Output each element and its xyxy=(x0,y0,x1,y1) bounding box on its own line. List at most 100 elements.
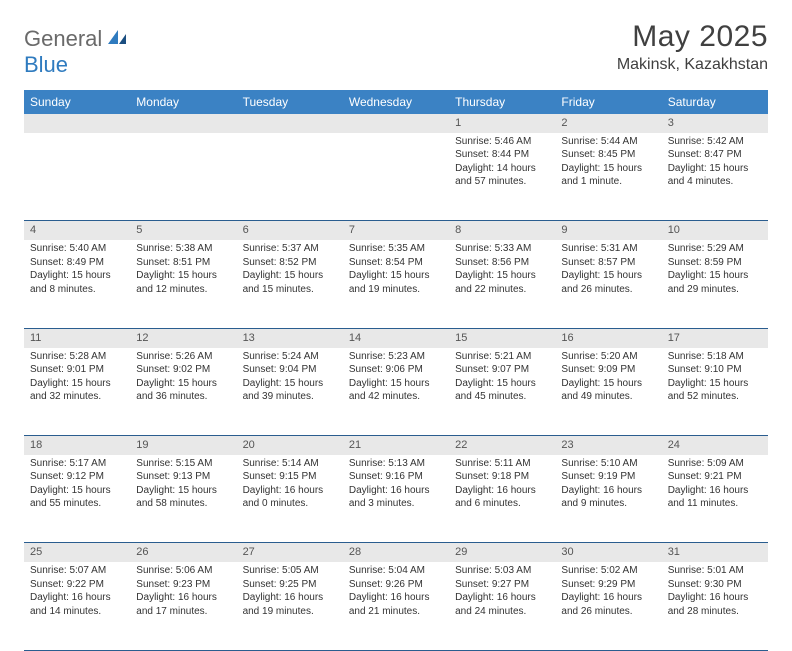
sunrise-text: Sunrise: 5:01 AM xyxy=(668,564,762,578)
day-number xyxy=(130,114,236,133)
day-number-row: 123 xyxy=(24,114,768,133)
day-number: 25 xyxy=(24,543,130,562)
weekday-header: Wednesday xyxy=(343,90,449,114)
day-number: 8 xyxy=(449,221,555,240)
sunrise-text: Sunrise: 5:28 AM xyxy=(30,350,124,364)
daylight-text: Daylight: 16 hours and 17 minutes. xyxy=(136,591,230,618)
day-cell: Sunrise: 5:40 AMSunset: 8:49 PMDaylight:… xyxy=(24,240,130,328)
day-cell: Sunrise: 5:18 AMSunset: 9:10 PMDaylight:… xyxy=(662,348,768,436)
daylight-text: Daylight: 15 hours and 58 minutes. xyxy=(136,484,230,511)
sunset-text: Sunset: 9:27 PM xyxy=(455,578,549,592)
day-cell: Sunrise: 5:42 AMSunset: 8:47 PMDaylight:… xyxy=(662,133,768,221)
daylight-text: Daylight: 15 hours and 29 minutes. xyxy=(668,269,762,296)
day-cell: Sunrise: 5:44 AMSunset: 8:45 PMDaylight:… xyxy=(555,133,661,221)
sunset-text: Sunset: 8:47 PM xyxy=(668,148,762,162)
day-cell: Sunrise: 5:33 AMSunset: 8:56 PMDaylight:… xyxy=(449,240,555,328)
month-title: May 2025 xyxy=(617,20,768,54)
sunrise-text: Sunrise: 5:13 AM xyxy=(349,457,443,471)
sunrise-text: Sunrise: 5:05 AM xyxy=(243,564,337,578)
day-cell: Sunrise: 5:21 AMSunset: 9:07 PMDaylight:… xyxy=(449,348,555,436)
day-content-row: Sunrise: 5:40 AMSunset: 8:49 PMDaylight:… xyxy=(24,240,768,328)
daylight-text: Daylight: 16 hours and 3 minutes. xyxy=(349,484,443,511)
day-cell xyxy=(130,133,236,221)
weekday-header: Saturday xyxy=(662,90,768,114)
daylight-text: Daylight: 15 hours and 4 minutes. xyxy=(668,162,762,189)
sunrise-text: Sunrise: 5:15 AM xyxy=(136,457,230,471)
daylight-text: Daylight: 16 hours and 6 minutes. xyxy=(455,484,549,511)
day-cell xyxy=(237,133,343,221)
day-cell: Sunrise: 5:07 AMSunset: 9:22 PMDaylight:… xyxy=(24,562,130,650)
sunset-text: Sunset: 9:22 PM xyxy=(30,578,124,592)
daylight-text: Daylight: 15 hours and 26 minutes. xyxy=(561,269,655,296)
day-cell xyxy=(24,133,130,221)
day-number: 11 xyxy=(24,328,130,347)
sunset-text: Sunset: 8:45 PM xyxy=(561,148,655,162)
sunset-text: Sunset: 9:25 PM xyxy=(243,578,337,592)
sunrise-text: Sunrise: 5:02 AM xyxy=(561,564,655,578)
daylight-text: Daylight: 15 hours and 8 minutes. xyxy=(30,269,124,296)
sunset-text: Sunset: 9:04 PM xyxy=(243,363,337,377)
daylight-text: Daylight: 15 hours and 32 minutes. xyxy=(30,377,124,404)
sunset-text: Sunset: 8:52 PM xyxy=(243,256,337,270)
day-number: 16 xyxy=(555,328,661,347)
daylight-text: Daylight: 15 hours and 22 minutes. xyxy=(455,269,549,296)
sunset-text: Sunset: 9:26 PM xyxy=(349,578,443,592)
daylight-text: Daylight: 15 hours and 55 minutes. xyxy=(30,484,124,511)
day-number: 17 xyxy=(662,328,768,347)
sunrise-text: Sunrise: 5:26 AM xyxy=(136,350,230,364)
day-number: 21 xyxy=(343,436,449,455)
sunset-text: Sunset: 9:09 PM xyxy=(561,363,655,377)
daylight-text: Daylight: 15 hours and 36 minutes. xyxy=(136,377,230,404)
day-cell: Sunrise: 5:11 AMSunset: 9:18 PMDaylight:… xyxy=(449,455,555,543)
sunrise-text: Sunrise: 5:07 AM xyxy=(30,564,124,578)
day-number: 26 xyxy=(130,543,236,562)
logo-text-blue: Blue xyxy=(24,52,68,78)
day-cell: Sunrise: 5:13 AMSunset: 9:16 PMDaylight:… xyxy=(343,455,449,543)
sunrise-text: Sunrise: 5:21 AM xyxy=(455,350,549,364)
weekday-header: Sunday xyxy=(24,90,130,114)
day-cell: Sunrise: 5:04 AMSunset: 9:26 PMDaylight:… xyxy=(343,562,449,650)
day-cell: Sunrise: 5:06 AMSunset: 9:23 PMDaylight:… xyxy=(130,562,236,650)
day-cell: Sunrise: 5:31 AMSunset: 8:57 PMDaylight:… xyxy=(555,240,661,328)
day-number: 23 xyxy=(555,436,661,455)
day-number-row: 25262728293031 xyxy=(24,543,768,562)
calendar-header-row: SundayMondayTuesdayWednesdayThursdayFrid… xyxy=(24,90,768,114)
daylight-text: Daylight: 16 hours and 11 minutes. xyxy=(668,484,762,511)
sunrise-text: Sunrise: 5:42 AM xyxy=(668,135,762,149)
sunset-text: Sunset: 9:23 PM xyxy=(136,578,230,592)
day-cell: Sunrise: 5:46 AMSunset: 8:44 PMDaylight:… xyxy=(449,133,555,221)
day-number: 30 xyxy=(555,543,661,562)
sunset-text: Sunset: 9:10 PM xyxy=(668,363,762,377)
sunset-text: Sunset: 9:30 PM xyxy=(668,578,762,592)
day-number: 6 xyxy=(237,221,343,240)
sunrise-text: Sunrise: 5:40 AM xyxy=(30,242,124,256)
sunrise-text: Sunrise: 5:31 AM xyxy=(561,242,655,256)
sunrise-text: Sunrise: 5:09 AM xyxy=(668,457,762,471)
day-number: 2 xyxy=(555,114,661,133)
weekday-header: Tuesday xyxy=(237,90,343,114)
day-content-row: Sunrise: 5:17 AMSunset: 9:12 PMDaylight:… xyxy=(24,455,768,543)
day-number: 29 xyxy=(449,543,555,562)
day-cell: Sunrise: 5:01 AMSunset: 9:30 PMDaylight:… xyxy=(662,562,768,650)
sunrise-text: Sunrise: 5:06 AM xyxy=(136,564,230,578)
day-cell: Sunrise: 5:29 AMSunset: 8:59 PMDaylight:… xyxy=(662,240,768,328)
day-number: 3 xyxy=(662,114,768,133)
weekday-header: Thursday xyxy=(449,90,555,114)
daylight-text: Daylight: 15 hours and 52 minutes. xyxy=(668,377,762,404)
daylight-text: Daylight: 15 hours and 1 minute. xyxy=(561,162,655,189)
day-number: 1 xyxy=(449,114,555,133)
day-content-row: Sunrise: 5:28 AMSunset: 9:01 PMDaylight:… xyxy=(24,348,768,436)
day-cell: Sunrise: 5:20 AMSunset: 9:09 PMDaylight:… xyxy=(555,348,661,436)
sunrise-text: Sunrise: 5:03 AM xyxy=(455,564,549,578)
day-number: 19 xyxy=(130,436,236,455)
sunset-text: Sunset: 9:12 PM xyxy=(30,470,124,484)
sunset-text: Sunset: 9:15 PM xyxy=(243,470,337,484)
day-cell: Sunrise: 5:26 AMSunset: 9:02 PMDaylight:… xyxy=(130,348,236,436)
logo: General xyxy=(24,26,130,52)
sunrise-text: Sunrise: 5:44 AM xyxy=(561,135,655,149)
day-number: 18 xyxy=(24,436,130,455)
sunset-text: Sunset: 8:44 PM xyxy=(455,148,549,162)
day-number xyxy=(343,114,449,133)
day-cell: Sunrise: 5:37 AMSunset: 8:52 PMDaylight:… xyxy=(237,240,343,328)
daylight-text: Daylight: 14 hours and 57 minutes. xyxy=(455,162,549,189)
